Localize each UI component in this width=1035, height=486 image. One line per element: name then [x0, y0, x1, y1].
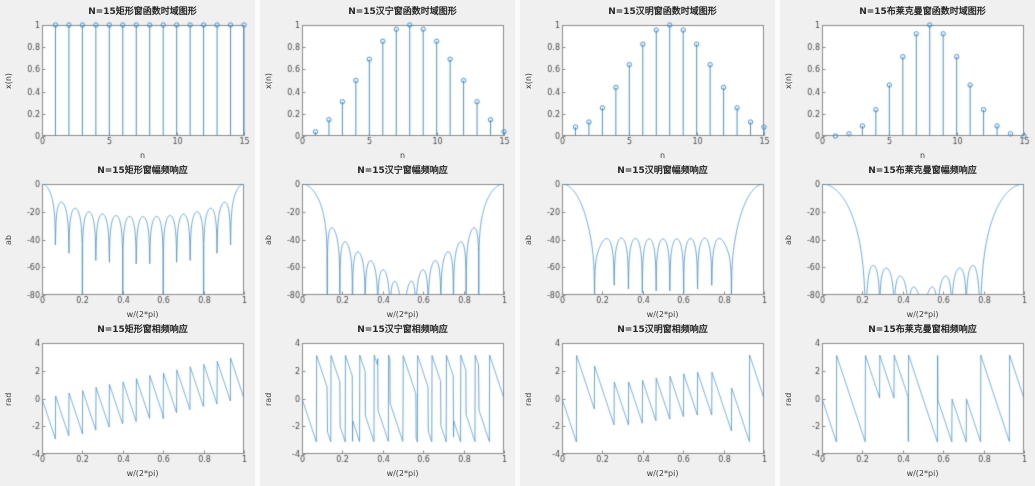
x-axis-label: n	[659, 151, 666, 160]
plot-canvas-hanning-time	[275, 20, 513, 150]
y-axis-label: x(n)	[784, 72, 793, 90]
y-axis-label: rad	[264, 392, 273, 406]
plot-canvas-hamming-magnitude	[535, 179, 773, 309]
x-axis-label: w/(2*pi)	[906, 469, 939, 478]
y-axis-label: rad	[784, 392, 793, 406]
y-axis-label: x(n)	[524, 72, 533, 90]
chart-hanning-time: N=15汉宁窗函数时域图形 x(n) n	[262, 4, 513, 163]
chart-rectangular-phase: N=15矩形窗相频响应 rad w/(2*pi)	[2, 322, 253, 481]
chart-rectangular-magnitude: N=15矩形窗幅频响应 ab w/(2*pi)	[2, 163, 253, 322]
x-axis-label: w/(2*pi)	[386, 469, 419, 478]
plot-canvas-hamming-phase	[535, 338, 773, 468]
plot-canvas-rectangular-magnitude	[15, 179, 253, 309]
chart-title: N=15矩形窗相频响应	[97, 325, 188, 335]
x-axis-label: n	[399, 151, 406, 160]
plot-canvas-hanning-magnitude	[275, 179, 513, 309]
y-axis-label: ab	[4, 235, 13, 245]
x-axis-label: w/(2*pi)	[386, 310, 419, 319]
plot-canvas-blackman-phase	[795, 338, 1033, 468]
y-axis-label: rad	[4, 392, 13, 406]
plot-canvas-rectangular-time	[15, 20, 253, 150]
y-axis-label: ab	[264, 235, 273, 245]
x-axis-label: w/(2*pi)	[906, 310, 939, 319]
chart-rectangular-time: N=15矩形窗函数时域图形 x(n) n	[2, 4, 253, 163]
chart-title: N=15汉明窗函数时域图形	[608, 7, 717, 17]
chart-blackman-time: N=15布莱克曼窗函数时域图形 x(n) n	[782, 4, 1033, 163]
figure-hamming-window: N=15汉明窗函数时域图形 x(n) n N=15汉明窗幅频响应 ab w/(2…	[520, 0, 775, 486]
y-axis-label: rad	[524, 392, 533, 406]
x-axis-label: n	[919, 151, 926, 160]
chart-title: N=15汉宁窗函数时域图形	[348, 7, 457, 17]
chart-title: N=15汉明窗幅频响应	[617, 166, 708, 176]
y-axis-label: x(n)	[4, 72, 13, 90]
figure-hanning-window: N=15汉宁窗函数时域图形 x(n) n N=15汉宁窗幅频响应 ab w/(2…	[260, 0, 515, 486]
figure-blackman-window: N=15布莱克曼窗函数时域图形 x(n) n N=15布莱克曼窗幅频响应 ab …	[780, 0, 1035, 486]
chart-title: N=15矩形窗幅频响应	[97, 166, 188, 176]
chart-hamming-phase: N=15汉明窗相频响应 rad w/(2*pi)	[522, 322, 773, 481]
plot-canvas-hanning-phase	[275, 338, 513, 468]
plot-canvas-hamming-time	[535, 20, 773, 150]
chart-title: N=15矩形窗函数时域图形	[88, 7, 197, 17]
chart-blackman-magnitude: N=15布莱克曼窗幅频响应 ab w/(2*pi)	[782, 163, 1033, 322]
chart-hamming-time: N=15汉明窗函数时域图形 x(n) n	[522, 4, 773, 163]
y-axis-label: x(n)	[264, 72, 273, 90]
y-axis-label: ab	[524, 235, 533, 245]
x-axis-label: w/(2*pi)	[646, 469, 679, 478]
x-axis-label: w/(2*pi)	[126, 469, 159, 478]
x-axis-label: w/(2*pi)	[126, 310, 159, 319]
chart-title: N=15汉宁窗幅频响应	[357, 166, 448, 176]
chart-title: N=15布莱克曼窗幅频响应	[868, 166, 977, 176]
x-axis-label: w/(2*pi)	[646, 310, 679, 319]
chart-hanning-phase: N=15汉宁窗相频响应 rad w/(2*pi)	[262, 322, 513, 481]
figure-rectangular-window: N=15矩形窗函数时域图形 x(n) n N=15矩形窗幅频响应 ab w/(2…	[0, 0, 255, 486]
chart-title: N=15汉明窗相频响应	[617, 325, 708, 335]
y-axis-label: ab	[784, 235, 793, 245]
plot-canvas-blackman-magnitude	[795, 179, 1033, 309]
chart-title: N=15布莱克曼窗函数时域图形	[859, 7, 986, 17]
chart-title: N=15汉宁窗相频响应	[357, 325, 448, 335]
plot-canvas-blackman-time	[795, 20, 1033, 150]
chart-hanning-magnitude: N=15汉宁窗幅频响应 ab w/(2*pi)	[262, 163, 513, 322]
x-axis-label: n	[139, 151, 146, 160]
plot-canvas-rectangular-phase	[15, 338, 253, 468]
chart-title: N=15布莱克曼窗相频响应	[868, 325, 977, 335]
chart-hamming-magnitude: N=15汉明窗幅频响应 ab w/(2*pi)	[522, 163, 773, 322]
chart-blackman-phase: N=15布莱克曼窗相频响应 rad w/(2*pi)	[782, 322, 1033, 481]
